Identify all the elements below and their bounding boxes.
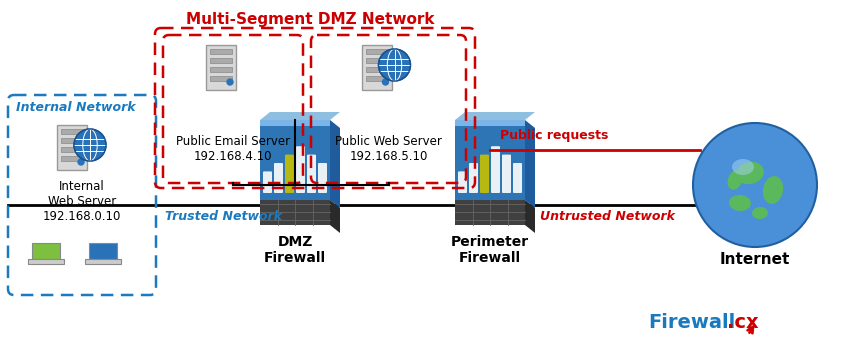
Circle shape [227,79,233,85]
FancyBboxPatch shape [61,138,83,143]
Text: .cx: .cx [727,313,759,332]
FancyBboxPatch shape [296,146,305,193]
FancyBboxPatch shape [307,155,316,193]
FancyBboxPatch shape [61,147,83,152]
Text: Public Email Server
192.168.4.10: Public Email Server 192.168.4.10 [176,135,290,163]
FancyBboxPatch shape [318,163,327,193]
FancyBboxPatch shape [260,200,330,225]
Text: Firewall: Firewall [648,313,735,332]
FancyBboxPatch shape [366,49,388,54]
Polygon shape [330,200,340,233]
FancyBboxPatch shape [61,156,83,161]
Polygon shape [525,200,535,233]
FancyBboxPatch shape [210,49,232,54]
Ellipse shape [729,195,751,211]
Text: Multi-Segment DMZ Network: Multi-Segment DMZ Network [185,12,434,27]
FancyBboxPatch shape [206,45,236,90]
FancyBboxPatch shape [458,172,467,193]
Polygon shape [260,112,340,120]
Circle shape [379,49,411,81]
FancyBboxPatch shape [455,200,525,225]
FancyBboxPatch shape [32,243,60,259]
Polygon shape [330,120,340,208]
Circle shape [74,129,106,161]
Text: Trusted Network: Trusted Network [165,210,282,223]
FancyBboxPatch shape [89,243,117,259]
Ellipse shape [728,170,743,190]
FancyBboxPatch shape [455,120,525,126]
FancyBboxPatch shape [455,120,525,200]
Text: Untrusted Network: Untrusted Network [540,210,675,223]
FancyBboxPatch shape [28,259,64,264]
FancyBboxPatch shape [469,163,478,193]
FancyBboxPatch shape [491,146,500,193]
Polygon shape [455,112,535,120]
Ellipse shape [763,176,783,204]
FancyBboxPatch shape [513,163,522,193]
FancyBboxPatch shape [210,76,232,81]
FancyBboxPatch shape [285,155,294,193]
Circle shape [693,123,817,247]
FancyBboxPatch shape [85,259,121,264]
Ellipse shape [732,159,754,175]
Text: Internal Network: Internal Network [16,101,136,114]
Ellipse shape [736,162,764,184]
Text: Internal
Web Server
192.168.0.10: Internal Web Server 192.168.0.10 [43,180,121,223]
FancyBboxPatch shape [366,76,388,81]
Text: Public requests: Public requests [500,129,609,142]
FancyBboxPatch shape [502,155,511,193]
FancyBboxPatch shape [210,58,232,63]
FancyBboxPatch shape [210,67,232,72]
FancyBboxPatch shape [274,163,283,193]
Ellipse shape [752,207,768,219]
FancyBboxPatch shape [263,172,272,193]
FancyBboxPatch shape [260,120,330,200]
Text: DMZ
Firewall: DMZ Firewall [264,235,326,265]
FancyBboxPatch shape [260,120,330,126]
FancyBboxPatch shape [366,67,388,72]
FancyBboxPatch shape [362,45,391,90]
FancyBboxPatch shape [61,129,83,134]
Circle shape [383,79,389,85]
Text: Perimeter
Firewall: Perimeter Firewall [451,235,529,265]
FancyBboxPatch shape [366,58,388,63]
FancyBboxPatch shape [480,155,489,193]
FancyBboxPatch shape [57,125,87,170]
Circle shape [78,159,84,165]
Text: Public Web Server
192.168.5.10: Public Web Server 192.168.5.10 [335,135,442,163]
Text: Internet: Internet [720,252,790,267]
Polygon shape [525,120,535,208]
